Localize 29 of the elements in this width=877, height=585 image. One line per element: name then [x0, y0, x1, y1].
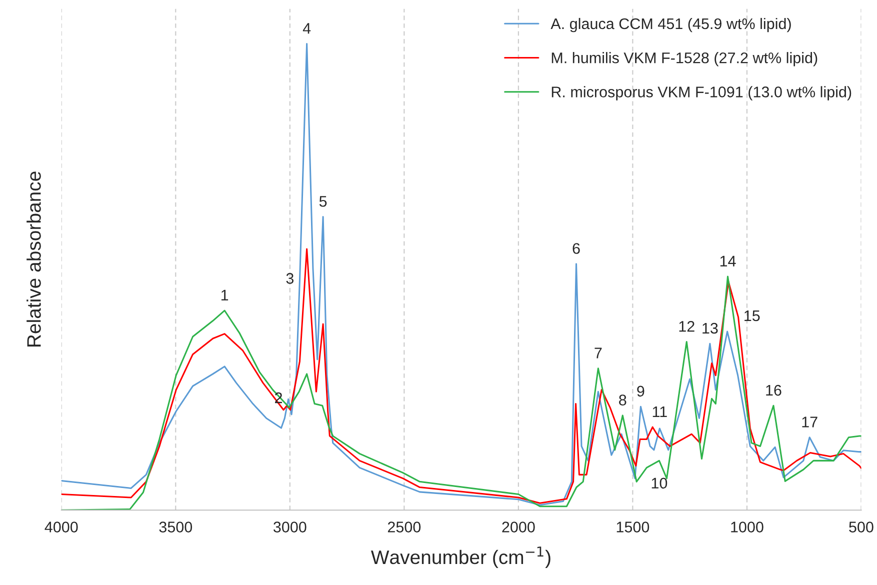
annotation: 8 — [619, 394, 626, 406]
y-axis-title: Relative absorbance — [26, 172, 41, 346]
x-tick-label: 3000 — [274, 522, 306, 532]
x-tick-label: 2000 — [502, 522, 535, 532]
x-tick-label: 4000 — [44, 522, 78, 532]
annotation: 11 — [652, 406, 667, 417]
x-tick-label: 500 — [849, 522, 874, 532]
annotation: 13 — [702, 322, 718, 334]
legend-label: M. humilis VKM F-1528 (27.2 wt% lipid) — [552, 52, 818, 66]
annotation: 16 — [766, 384, 782, 396]
annotation: 5 — [319, 196, 327, 207]
annotation: 7 — [594, 348, 602, 358]
annotation: 6 — [572, 243, 580, 254]
x-tick-label: 1000 — [731, 522, 764, 532]
annotation: 1 — [221, 290, 228, 300]
legend-label: A. glauca CCM 451 (45.9 wt% lipid) — [550, 18, 791, 32]
x-tick-label: 1500 — [616, 522, 650, 532]
x-axis-title: Wavenumber (cm$^{−1}$) — [370, 546, 550, 568]
annotation: 9 — [637, 386, 644, 397]
x-tick-label: 2500 — [388, 522, 421, 532]
annotation: 4 — [302, 23, 311, 34]
annotation: 3 — [286, 273, 294, 284]
annotation: 14 — [720, 256, 736, 266]
annotation: 17 — [802, 416, 818, 428]
annotation: 10 — [652, 478, 668, 489]
annotation: 12 — [679, 320, 694, 332]
annotation: 15 — [744, 310, 760, 322]
legend-label: R. microsporus VKM F-1091 (13.0 wt% lipid) — [552, 86, 852, 100]
x-tick-label: 3500 — [159, 522, 192, 532]
